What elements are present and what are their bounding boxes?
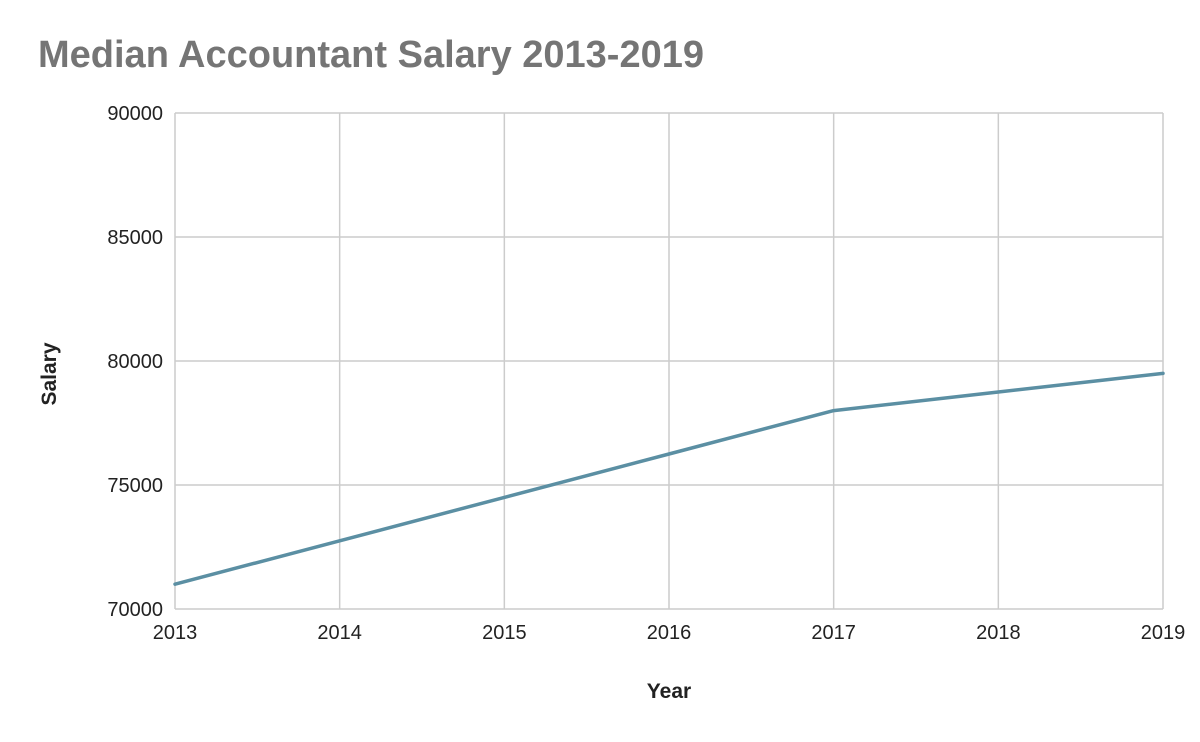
- x-tick-label: 2017: [811, 622, 856, 644]
- y-tick-labels: 70000 75000 80000 85000 90000: [107, 103, 163, 621]
- x-tick-label: 2019: [1141, 622, 1186, 644]
- series-layer: [173, 371, 1165, 586]
- y-tick-label: 80000: [107, 351, 163, 373]
- y-axis-title: Salary: [38, 342, 61, 405]
- x-tick-label: 2015: [482, 622, 527, 644]
- y-tick-label: 75000: [107, 475, 163, 497]
- y-tick-label: 70000: [107, 599, 163, 621]
- x-tick-label: 2016: [647, 622, 692, 644]
- grid-layer: [174, 112, 1164, 610]
- chart-title: Median Accountant Salary 2013-2019: [38, 34, 704, 76]
- y-tick-label: 85000: [107, 227, 163, 249]
- x-tick-labels: 2013 2014 2015 2016 2017 2018 2019: [153, 622, 1186, 644]
- x-tick-label: 2013: [153, 622, 198, 644]
- x-axis-title: Year: [647, 680, 691, 703]
- x-tick-label: 2018: [976, 622, 1021, 644]
- y-tick-label: 90000: [107, 103, 163, 125]
- x-tick-label: 2014: [317, 622, 362, 644]
